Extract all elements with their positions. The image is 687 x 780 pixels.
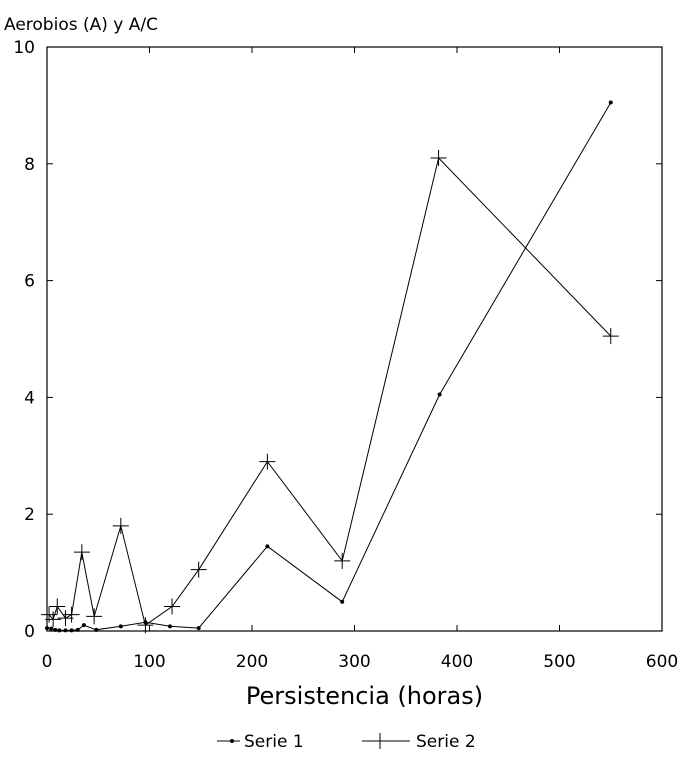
series-1 <box>45 100 613 633</box>
x-axis-label: Persistencia (horas) <box>246 682 483 710</box>
y-tick-label: 10 <box>13 38 35 58</box>
y-tick-label: 8 <box>24 155 35 175</box>
legend-label-serie-2: Serie 2 <box>416 732 476 752</box>
y-axis-label: Aerobios (A) y A/C <box>4 15 158 35</box>
x-tick-label: 100 <box>133 652 165 672</box>
y-tick-label: 0 <box>24 622 35 642</box>
series-1-point <box>49 626 54 631</box>
series-2-point <box>259 453 276 470</box>
series-1-point <box>45 626 49 631</box>
series-2-point <box>49 598 66 615</box>
series-2-point <box>45 611 62 628</box>
x-tick-label: 0 <box>42 652 53 672</box>
series-2-point <box>334 552 351 569</box>
series-1-point <box>53 627 58 632</box>
series-2-point <box>190 561 207 578</box>
series-1-point <box>118 624 123 629</box>
series-2-point <box>63 606 80 623</box>
x-tick-label: 600 <box>646 652 678 672</box>
legend-label-serie-1: Serie 1 <box>244 732 304 752</box>
series-1-point <box>81 623 86 628</box>
series-2-point <box>73 544 90 561</box>
series-2-point <box>164 598 181 615</box>
series-2-point <box>430 149 447 166</box>
series-1-point <box>69 628 74 633</box>
series-2-point <box>41 606 58 623</box>
plot-frame <box>46 46 663 632</box>
series-2-point <box>86 608 103 625</box>
series-1-point <box>94 627 99 632</box>
series-2 <box>41 149 619 634</box>
series-2-point <box>137 617 154 634</box>
x-tick-label: 300 <box>338 652 370 672</box>
y-tick-label: 4 <box>24 388 35 408</box>
x-tick-label: 500 <box>543 652 575 672</box>
series-2-point <box>57 610 74 627</box>
series-2-point <box>602 328 619 345</box>
series-1-line <box>46 102 612 631</box>
series-1-point <box>75 627 80 632</box>
series-2-point <box>112 517 129 534</box>
series-1-point <box>608 100 613 105</box>
legend-marker-serie-1 <box>230 739 234 743</box>
x-tick-label: 200 <box>236 652 268 672</box>
series-1-point <box>340 599 345 604</box>
series-2-line <box>48 156 612 627</box>
series-1-point <box>437 392 442 397</box>
x-tick-label: 400 <box>441 652 473 672</box>
legend: Serie 1 Serie 2 <box>217 732 476 752</box>
series-1-point <box>63 628 68 633</box>
series-1-point <box>168 624 172 629</box>
series-1-point <box>57 628 62 633</box>
y-tick-label: 6 <box>24 272 35 292</box>
series-1-point <box>196 626 201 631</box>
series-1-point <box>265 544 270 549</box>
y-tick-label: 2 <box>24 505 35 525</box>
